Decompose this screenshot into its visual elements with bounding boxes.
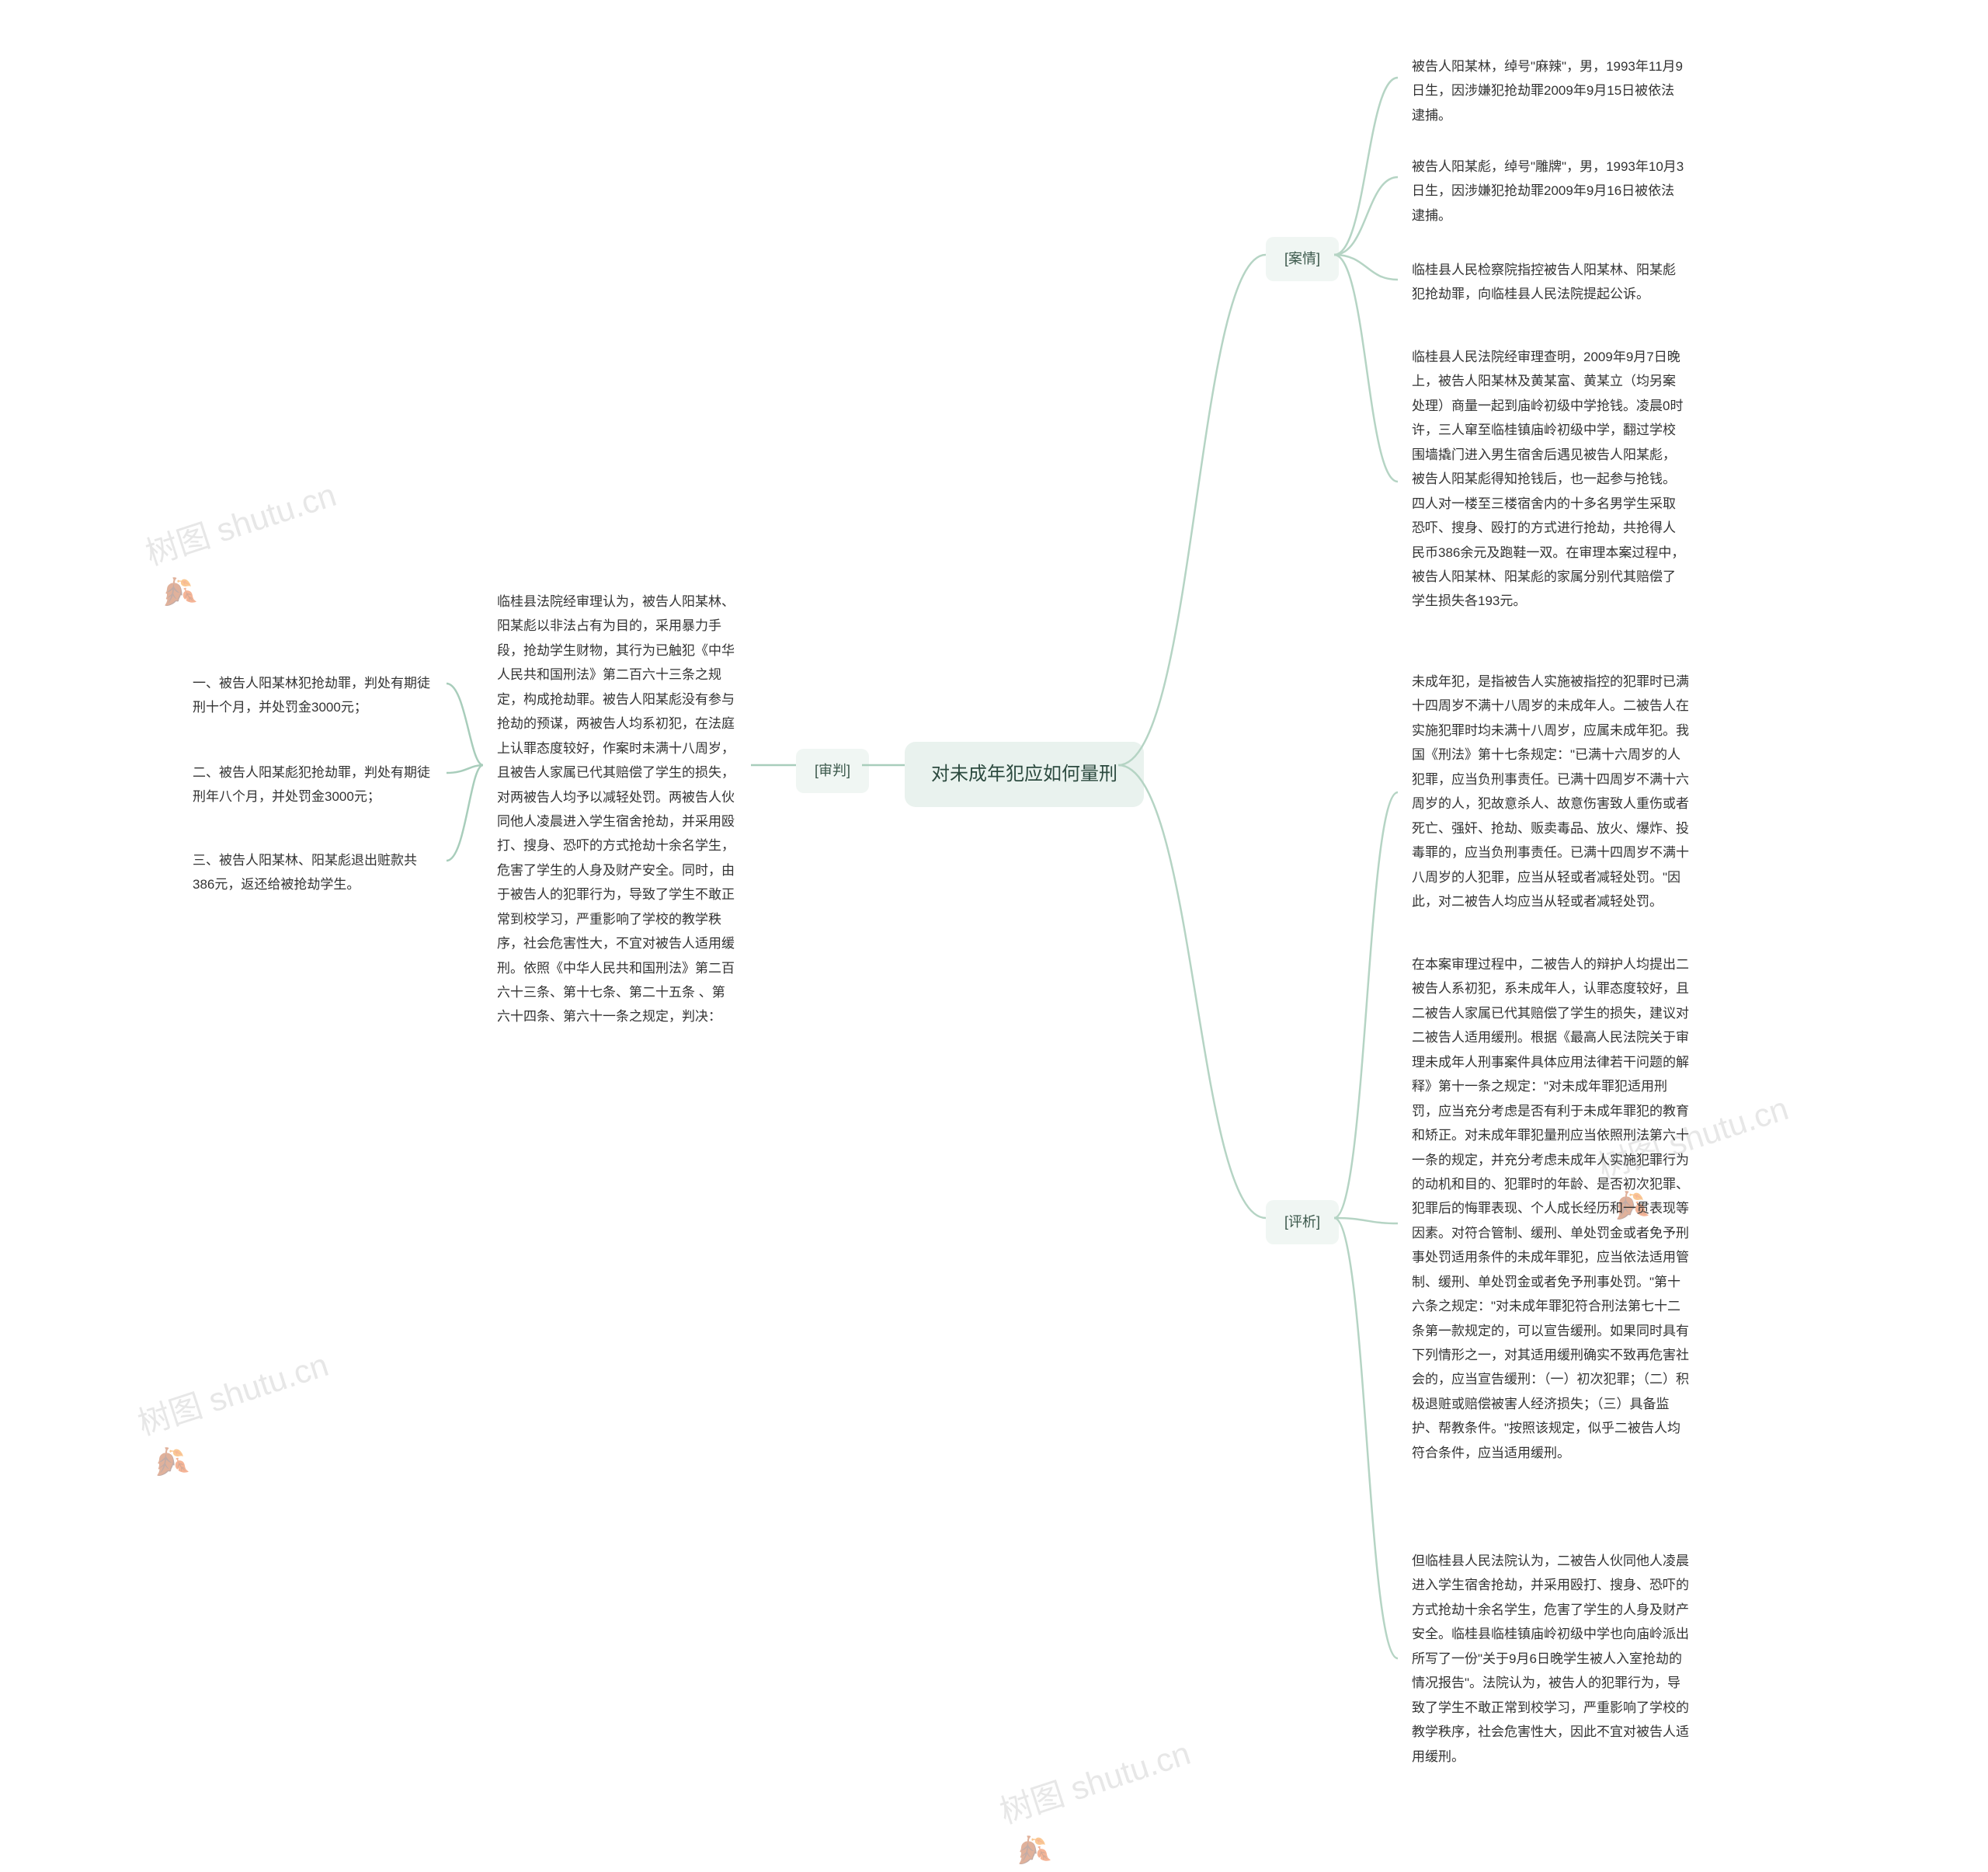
center-node: 对未成年犯应如何量刑 — [905, 742, 1144, 807]
branch-trial: [审判] — [796, 749, 869, 793]
branch-trial-label: [审判] — [815, 763, 850, 778]
branch-case: [案情] — [1266, 237, 1339, 281]
branch-analysis-label: [评析] — [1284, 1214, 1320, 1230]
leaf-case-p3: 临桂县人民检察院指控被告人阳某林、阳某彪犯抢劫罪，向临桂县人民法院提起公诉。 — [1398, 247, 1701, 318]
leaf-trial-item1: 一、被告人阳某林犯抢劫罪，判处有期徒刑十个月，并处罚金3000元； — [179, 660, 447, 731]
center-title: 对未成年犯应如何量刑 — [931, 764, 1117, 785]
leaf-analysis-p2: 在本案审理过程中，二被告人的辩护人均提出二被告人系初犯，系未成年人，认罪态度较好… — [1398, 941, 1705, 1476]
leaf-case-p1: 被告人阳某林，绰号"麻辣"，男，1993年11月9日生，因涉嫌犯抢劫罪2009年… — [1398, 43, 1701, 138]
leaf-trial-item2: 二、被告人阳某彪犯抢劫罪，判处有期徒刑年八个月，并处罚金3000元； — [179, 750, 447, 820]
watermark: 树图 shutu.cn🍂 — [139, 468, 354, 613]
leaf-case-p4: 临桂县人民法院经审理查明，2009年9月7日晚上，被告人阳某林及黄某富、黄某立（… — [1398, 334, 1701, 625]
branch-analysis: [评析] — [1266, 1200, 1339, 1244]
leaf-analysis-p3: 但临桂县人民法院认为，二被告人伙同他人凌晨进入学生宿舍抢劫，并采用殴打、搜身、恐… — [1398, 1538, 1705, 1780]
watermark: 树图 shutu.cn🍂 — [993, 1727, 1208, 1871]
leaf-case-p2: 被告人阳某彪，绰号"雕牌"，男，1993年10月3日生，因涉嫌犯抢劫罪2009年… — [1398, 144, 1701, 238]
branch-case-label: [案情] — [1284, 251, 1320, 266]
leaf-trial-summary: 临桂县法院经审理认为，被告人阳某林、阳某彪以非法占有为目的，采用暴力手段，抢劫学… — [483, 579, 751, 1040]
leaf-trial-item3: 三、被告人阳某林、阳某彪退出赃款共386元，返还给被抢劫学生。 — [179, 837, 447, 908]
watermark: 树图 shutu.cn🍂 — [131, 1338, 346, 1483]
leaf-analysis-p1: 未成年犯，是指被告人实施被指控的犯罪时已满十四周岁不满十八周岁的未成年人。二被告… — [1398, 659, 1705, 924]
